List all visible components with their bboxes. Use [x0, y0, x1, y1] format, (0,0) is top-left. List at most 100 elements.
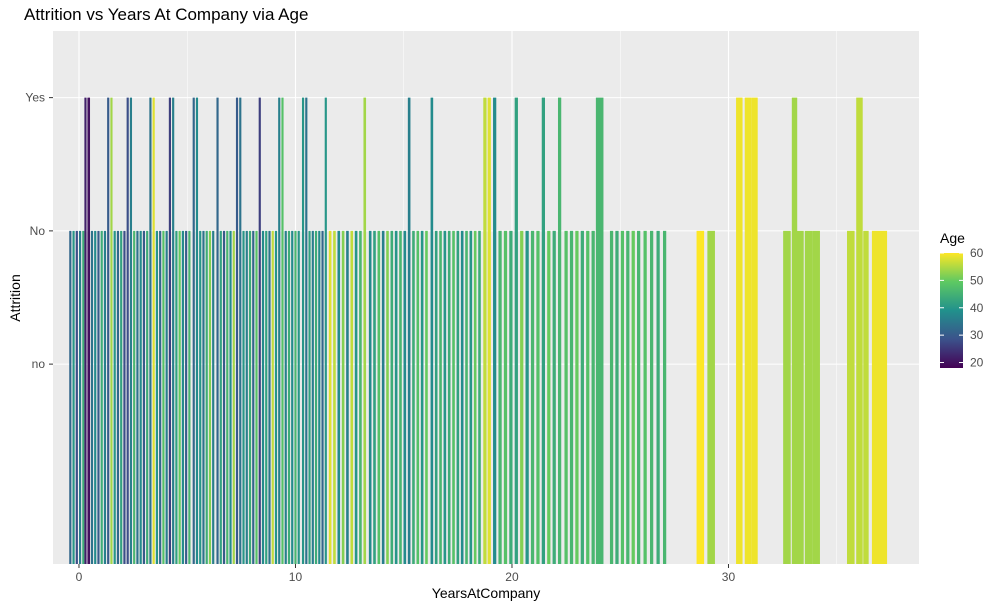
x-tick-label: 10	[289, 570, 303, 584]
bar	[258, 97, 261, 564]
bar	[188, 230, 191, 564]
bar	[229, 230, 232, 564]
bar	[525, 230, 529, 564]
legend-tick-label: 60	[970, 246, 984, 260]
bar	[175, 230, 178, 564]
bar	[90, 230, 94, 564]
bar	[126, 97, 129, 564]
x-tick-label: 20	[505, 570, 519, 584]
bar	[261, 230, 265, 564]
legend: Age 20 30 40 50 60	[940, 230, 984, 370]
bar	[165, 230, 168, 564]
y-axis: no No Yes	[25, 91, 53, 371]
legend-colorbar	[940, 253, 963, 368]
bar	[564, 230, 568, 564]
bar	[478, 230, 481, 564]
legend-title: Age	[940, 230, 965, 246]
bar	[284, 230, 287, 564]
bar	[407, 97, 411, 564]
bar	[631, 230, 635, 564]
bar	[620, 230, 625, 564]
bar	[381, 230, 385, 564]
bar	[162, 230, 165, 564]
bar	[120, 230, 123, 564]
bar	[314, 230, 318, 564]
bar	[252, 230, 255, 564]
bar	[235, 97, 239, 564]
bar	[547, 230, 551, 564]
bar	[643, 230, 647, 564]
x-tick-label: 30	[722, 570, 736, 584]
bar	[469, 230, 473, 564]
bar	[503, 230, 508, 564]
bar	[271, 230, 274, 564]
bar	[354, 230, 358, 564]
bar	[222, 230, 226, 564]
y-tick-label: No	[30, 224, 46, 238]
bar	[696, 230, 705, 564]
bar	[520, 230, 524, 564]
bar	[751, 97, 758, 564]
bar	[812, 230, 820, 564]
bar	[168, 97, 171, 564]
bar	[113, 230, 116, 564]
bar	[321, 230, 324, 564]
bar	[346, 230, 349, 564]
x-axis: 0 10 20 30	[76, 564, 736, 584]
bar	[297, 230, 300, 564]
bar	[100, 230, 103, 564]
bar	[216, 97, 219, 564]
chart-title: Attrition vs Years At Company via Age	[24, 5, 309, 24]
bar	[662, 230, 667, 564]
bar	[430, 97, 434, 564]
bar	[412, 230, 415, 564]
bar	[149, 97, 152, 564]
bar	[87, 97, 91, 564]
bar	[595, 97, 604, 564]
bar	[305, 97, 308, 564]
bar	[359, 230, 362, 564]
bar	[498, 230, 502, 564]
bar	[181, 230, 184, 564]
bar	[178, 230, 181, 564]
bar	[434, 230, 438, 564]
bar	[97, 230, 100, 564]
bar	[416, 230, 420, 564]
bar	[863, 230, 869, 564]
bar	[69, 230, 72, 564]
bar	[575, 230, 579, 564]
bar	[265, 230, 268, 564]
bar	[394, 230, 398, 564]
bar	[129, 97, 133, 564]
bar	[159, 230, 162, 564]
bar	[456, 230, 460, 564]
bar	[363, 97, 367, 564]
bar	[656, 230, 660, 564]
bar	[75, 230, 78, 564]
bar	[212, 230, 215, 564]
bar	[649, 230, 654, 564]
bar	[133, 230, 136, 564]
bar	[308, 230, 311, 564]
bar	[586, 230, 590, 564]
bar	[205, 230, 208, 564]
bar	[736, 97, 743, 564]
bars	[69, 97, 888, 564]
bar	[796, 230, 804, 564]
bar	[783, 230, 791, 564]
bar	[341, 230, 345, 564]
bar	[856, 97, 863, 564]
bar	[541, 97, 545, 564]
bar	[377, 230, 381, 564]
bar	[536, 230, 540, 564]
bar	[226, 230, 229, 564]
bar	[291, 230, 294, 564]
bar	[425, 230, 428, 564]
bar	[580, 230, 584, 564]
bar	[847, 230, 855, 564]
legend-tick-label: 40	[970, 301, 984, 315]
bar	[107, 97, 110, 564]
bar	[615, 230, 619, 564]
bar	[281, 97, 284, 564]
bar	[350, 230, 354, 564]
